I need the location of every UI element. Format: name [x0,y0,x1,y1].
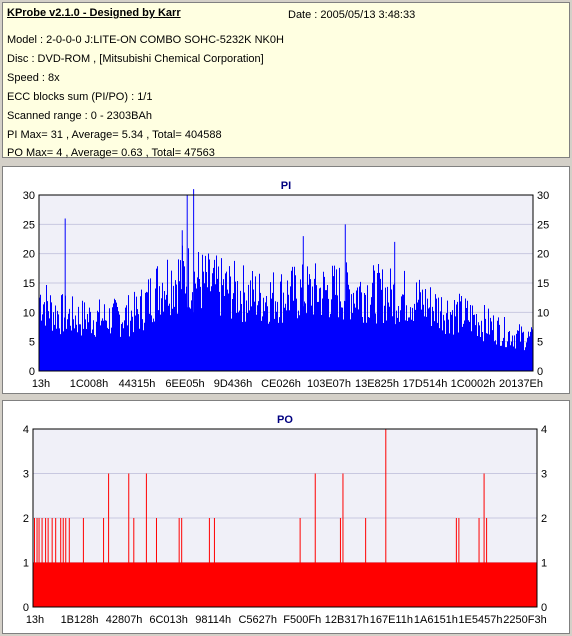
po-xtick-label: 167E11h [370,614,413,626]
scan-date: Date : 2005/05/13 3:48:33 [288,9,416,21]
po-xtick-label: 1A6151h [414,614,458,626]
po-xtick-label: F500Fh [283,614,321,626]
speed-line: Speed : 8x [7,72,60,84]
app-title: KProbe v2.1.0 - Designed by Karr [7,7,181,19]
pi-xtick-label: 20137Eh [499,378,543,390]
po-ytick-label-right: 2 [541,513,547,525]
pi-xtick-label: 1C008h [70,378,109,390]
po-ytick-label-right: 4 [541,424,547,436]
po-ytick-label-left: 4 [23,424,29,436]
pi-bars [39,189,533,371]
pi-ytick-label-right: 20 [537,249,549,261]
po-xtick-label: C5627h [238,614,277,626]
pi-xtick-label: 9D436h [214,378,253,390]
po-summary-line: PO Max= 4 , Average= 0.63 , Total= 47563 [7,147,215,159]
disc-line: Disc : DVD-ROM , [Mitsubishi Chemical Co… [7,53,264,65]
pi-xtick-label: 13h [32,378,50,390]
pi-xtick-label: 13E825h [355,378,399,390]
pi-xtick-label: 1C0002h [451,378,496,390]
pi-chart-panel: PI 0 0 5 5 10 10 15 15 20 20 25 25 30 30 13h 1C008h 44315… [2,166,570,394]
po-xtick-label: 1E5457h [458,614,502,626]
pi-chart-title: PI [281,180,291,192]
po-ytick-label-left: 1 [23,558,29,570]
scanned-range-line: Scanned range : 0 - 2303BAh [7,110,152,122]
po-ytick-label-left: 3 [23,469,29,481]
pi-ytick-label-right: 30 [537,190,549,202]
po-chart-panel: PO 0 0 1 1 2 2 3 3 4 4 13h 1B128h 42807h 6C013h 98114h C… [2,400,570,634]
info-panel: KProbe v2.1.0 - Designed by Karr Date : … [2,2,570,159]
po-xtick-label: 98114h [195,614,231,626]
po-xtick-label: 2250F3h [503,614,546,626]
pi-ytick-label-left: 15 [23,278,35,290]
pi-ytick-label-right: 10 [537,307,549,319]
pi-ytick-label-right: 15 [537,278,549,290]
pi-xtick-label: 103E07h [307,378,351,390]
po-ytick-label-left: 2 [23,513,29,525]
pi-xtick-label: 6EE05h [165,378,204,390]
po-xtick-label: 13h [26,614,44,626]
po-chart-title: PO [277,414,293,426]
po-ytick-label-right: 0 [541,602,547,614]
model-line: Model : 2-0-0-0 J:LITE-ON COMBO SOHC-523… [7,34,284,46]
po-xtick-label: 12B317h [325,614,369,626]
po-bars [33,429,537,607]
pi-ytick-label-left: 30 [23,190,35,202]
po-ytick-label-left: 0 [23,602,29,614]
pi-ytick-label-left: 10 [23,307,35,319]
pi-ytick-label-right: 0 [537,366,543,378]
po-plot-border [32,428,538,608]
pi-ytick-label-left: 5 [29,337,35,349]
pi-xtick-label: 44315h [119,378,156,390]
pi-ytick-label-right: 25 [537,219,549,231]
pi-ytick-label-left: 25 [23,219,35,231]
pi-chart: PI 0 0 5 5 10 10 15 15 20 20 25 25 30 30 13h 1C008h 44315… [23,180,550,390]
pi-xtick-label: CE026h [261,378,301,390]
pi-xtick-label: 17D514h [403,378,448,390]
po-xtick-label: 6C013h [149,614,188,626]
po-chart: PO 0 0 1 1 2 2 3 3 4 4 13h 1B128h 42807h 6C013h 98114h C… [23,414,547,626]
po-xtick-label: 42807h [106,614,143,626]
po-ytick-label-right: 1 [541,558,547,570]
pi-ytick-label-right: 5 [537,337,543,349]
po-xtick-label: 1B128h [61,614,99,626]
ecc-line: ECC blocks sum (PI/PO) : 1/1 [7,91,153,103]
pi-summary-line: PI Max= 31 , Average= 5.34 , Total= 4045… [7,129,222,141]
pi-ytick-label-left: 20 [23,249,35,261]
po-base-bar [33,562,537,607]
pi-ytick-label-left: 0 [29,366,35,378]
pi-plot-border [38,194,534,372]
po-ytick-label-right: 3 [541,469,547,481]
